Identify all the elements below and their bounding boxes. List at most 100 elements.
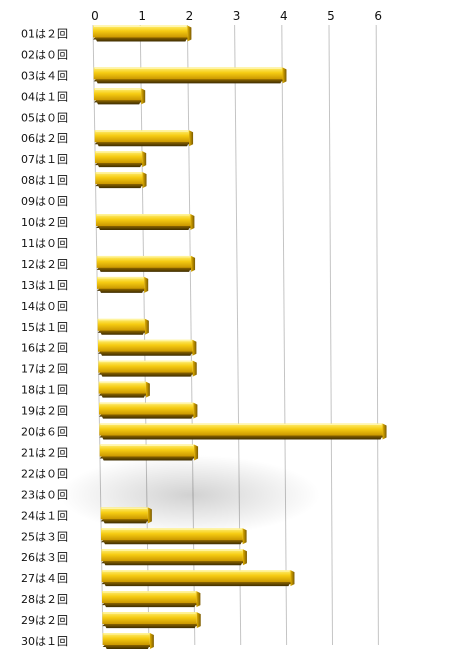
bar	[99, 402, 198, 419]
bar-under-face	[100, 372, 193, 377]
category-label: 03は４回	[21, 69, 68, 82]
bar-end-face	[149, 633, 154, 649]
bar	[94, 130, 194, 147]
category-label: 07は１回	[21, 153, 68, 166]
bar-front-face	[99, 423, 383, 436]
bar	[102, 633, 154, 649]
bar-end-face	[144, 276, 149, 293]
bar-end-face	[147, 507, 152, 524]
x-tick-label: 4	[280, 9, 288, 23]
bar-under-face	[96, 100, 142, 105]
bar-front-face	[100, 507, 148, 520]
grid-line	[328, 24, 333, 646]
category-label: 20は６回	[21, 426, 68, 439]
category-label: 28は２回	[21, 593, 68, 606]
bar-front-face	[94, 130, 190, 143]
bar	[100, 507, 152, 524]
bar-end-face	[142, 151, 147, 168]
bar-end-face	[192, 360, 197, 377]
category-label: 05は０回	[21, 111, 68, 124]
bar-end-face	[382, 423, 387, 440]
category-label: 10は２回	[21, 216, 68, 229]
bar-end-face	[141, 88, 146, 105]
bar	[94, 88, 146, 105]
bar	[93, 25, 192, 42]
bar-front-face	[93, 25, 188, 38]
category-label: 25は３回	[21, 530, 68, 543]
x-tick-label: 2	[186, 9, 194, 23]
category-label: 12は２回	[21, 258, 68, 271]
bar-under-face	[97, 184, 143, 189]
bar-front-face	[98, 360, 193, 373]
bar	[98, 381, 150, 398]
category-label: 22は０回	[21, 467, 68, 480]
bar-front-face	[98, 339, 193, 352]
x-tick-label: 1	[138, 9, 146, 23]
bar-end-face	[145, 381, 150, 398]
category-label: 17は２回	[21, 363, 68, 376]
bar-end-face	[242, 549, 247, 566]
bars	[93, 25, 387, 649]
bar-end-face	[282, 67, 287, 84]
category-label: 04は１回	[21, 90, 68, 103]
bar	[96, 255, 196, 272]
bar-end-face	[193, 402, 198, 419]
bar	[99, 444, 199, 461]
bar-under-face	[96, 142, 190, 147]
bar	[95, 172, 147, 189]
category-label: 08は１回	[21, 174, 68, 187]
bar-front-face	[101, 549, 243, 562]
bar	[93, 67, 287, 84]
category-label: 14は０回	[21, 300, 68, 313]
bar-under-face	[104, 624, 197, 629]
bar-end-face	[242, 528, 247, 545]
bar-under-face	[97, 163, 143, 168]
bar-front-face	[96, 255, 192, 268]
x-tick-label: 6	[374, 9, 382, 23]
bar-under-face	[101, 414, 194, 419]
bar-under-face	[95, 37, 188, 42]
category-label: 16は２回	[21, 342, 68, 355]
bar-end-face	[192, 339, 197, 356]
bar-front-face	[99, 402, 194, 415]
bar	[97, 318, 149, 335]
category-label: 13は１回	[21, 279, 68, 292]
category-labels: 01は２回 02は０回 03は４回 04は１回 05は０回 06は２回 07は１回 08は１回…	[21, 27, 68, 648]
bar	[99, 423, 387, 440]
bar-front-face	[98, 381, 146, 394]
category-label: 01は２回	[21, 27, 68, 40]
x-axis-ticks: 0 1 2 3 4 5 6	[91, 9, 382, 23]
bar-under-face	[104, 645, 150, 649]
bar-end-face	[290, 570, 295, 587]
bar	[96, 214, 195, 231]
bar-under-face	[102, 519, 148, 524]
category-label: 30は１回	[21, 635, 68, 648]
category-label: 21は２回	[21, 446, 68, 459]
bar	[101, 549, 247, 566]
bar-under-face	[103, 540, 243, 545]
bar-under-face	[104, 603, 197, 608]
bar-front-face	[102, 633, 150, 646]
bar-front-face	[97, 276, 145, 289]
x-tick-label: 5	[327, 9, 335, 23]
bar-under-face	[98, 267, 192, 272]
bar	[98, 339, 197, 356]
category-label: 18は１回	[21, 384, 68, 397]
bar-front-face	[101, 570, 291, 583]
category-label: 24は１回	[21, 509, 68, 522]
bar	[102, 591, 201, 608]
grid-lines	[92, 24, 379, 646]
grid-line	[375, 24, 379, 646]
bar-front-face	[102, 591, 197, 604]
category-label: 02は０回	[21, 48, 68, 61]
bar-end-face	[196, 612, 201, 629]
category-label: 27は４回	[21, 572, 68, 585]
category-label: 11は０回	[21, 237, 68, 250]
category-label: 06は２回	[21, 132, 68, 145]
bar-under-face	[100, 393, 146, 398]
bar	[95, 151, 147, 168]
bar	[101, 528, 247, 545]
bar	[97, 276, 149, 293]
bar-under-face	[95, 79, 283, 84]
